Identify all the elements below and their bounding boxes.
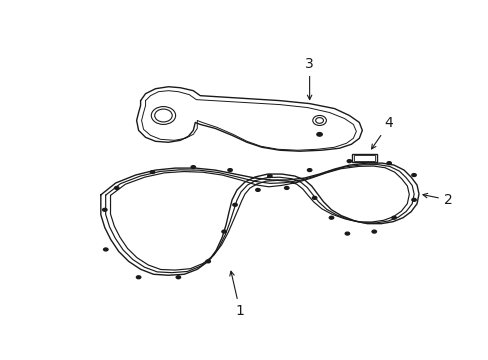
- Circle shape: [114, 186, 120, 190]
- Circle shape: [149, 170, 155, 174]
- Circle shape: [190, 165, 196, 169]
- Circle shape: [227, 168, 232, 172]
- Text: 1: 1: [229, 271, 244, 318]
- Circle shape: [232, 203, 238, 207]
- Circle shape: [266, 174, 272, 178]
- Bar: [351, 154, 376, 162]
- Circle shape: [311, 196, 317, 200]
- Circle shape: [410, 173, 416, 177]
- Circle shape: [386, 161, 391, 165]
- Circle shape: [316, 132, 322, 137]
- Circle shape: [306, 168, 312, 172]
- Text: 3: 3: [305, 57, 313, 100]
- Circle shape: [344, 231, 349, 236]
- Circle shape: [135, 275, 141, 279]
- Circle shape: [410, 198, 416, 202]
- Text: 2: 2: [422, 193, 452, 207]
- Circle shape: [390, 216, 396, 220]
- Circle shape: [205, 259, 211, 264]
- Circle shape: [102, 208, 107, 212]
- Circle shape: [346, 159, 351, 163]
- Circle shape: [370, 229, 376, 234]
- Circle shape: [328, 216, 334, 220]
- Text: 4: 4: [371, 116, 393, 149]
- Circle shape: [221, 229, 226, 234]
- Circle shape: [102, 247, 108, 252]
- Bar: [353, 155, 374, 161]
- Circle shape: [175, 275, 181, 279]
- Circle shape: [254, 188, 260, 192]
- Circle shape: [283, 186, 289, 190]
